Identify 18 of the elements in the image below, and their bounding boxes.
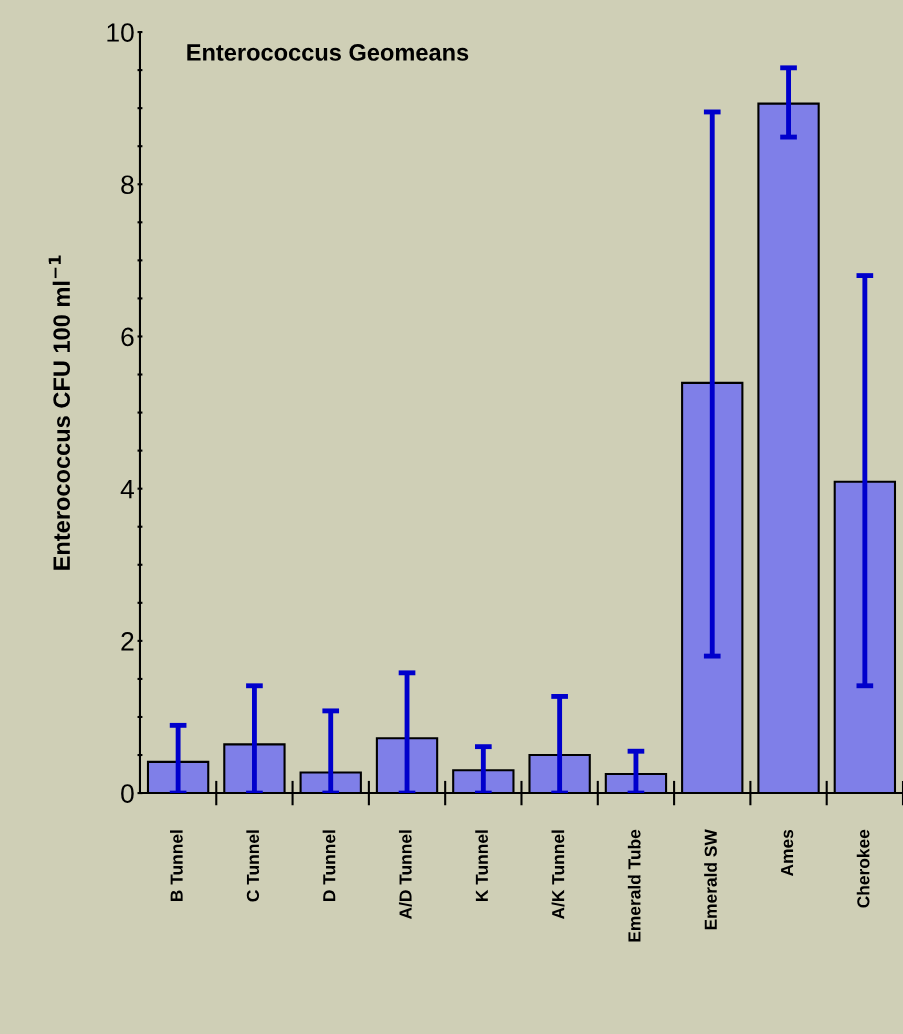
x-tick-label: B Tunnel [170, 830, 183, 901]
chart-title: Enterococcus Geomeans [187, 44, 469, 61]
y-tick-label: 4 [120, 480, 134, 499]
x-tick-label: Emerald SW [704, 829, 717, 930]
x-tick-label: A/K Tunnel [551, 830, 565, 920]
x-tick-label: K Tunnel [475, 830, 488, 901]
x-tick-label: C Tunnel [246, 830, 260, 902]
x-tick-label: A/D Tunnel [398, 830, 412, 920]
y-tick-label: 6 [121, 327, 134, 347]
x-tick-label: Ames [781, 829, 794, 877]
y-axis-title: Enterococcus CFU 100 ml$^{−1}$ [48, 255, 71, 570]
y-tick-label: 2 [121, 632, 134, 651]
x-tick-label: Emerald Tube [627, 829, 641, 942]
x-tick-label: Cherokee [856, 829, 870, 908]
y-tick-label: 10 [107, 23, 134, 42]
y-tick-label: 8 [121, 175, 134, 195]
x-tick-label: D Tunnel [322, 830, 336, 901]
y-tick-label: 0 [121, 784, 134, 803]
